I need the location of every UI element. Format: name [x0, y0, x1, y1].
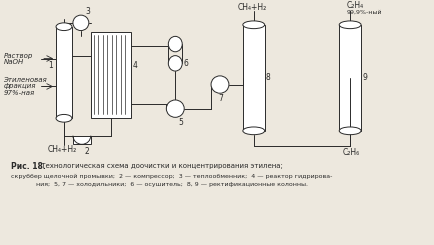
Text: 1: 1: [48, 61, 53, 70]
Text: Рис. 18.: Рис. 18.: [11, 162, 46, 171]
Text: 6: 6: [183, 59, 188, 68]
Text: C₂H₆: C₂H₆: [342, 147, 359, 157]
Ellipse shape: [56, 23, 72, 31]
Text: CH₄+H₂: CH₄+H₂: [238, 3, 267, 12]
Text: 8: 8: [266, 73, 270, 82]
Bar: [339, 25, 361, 131]
Ellipse shape: [168, 36, 182, 52]
Text: 3: 3: [86, 7, 91, 16]
Text: фракция: фракция: [3, 84, 36, 89]
Bar: [73, 136, 91, 144]
Ellipse shape: [339, 21, 361, 29]
Ellipse shape: [339, 127, 361, 135]
Ellipse shape: [243, 21, 265, 29]
Text: ния;  5, 7 — холодильники;  6 — осушитель;  8, 9 — ректификационные колонны.: ния; 5, 7 — холодильники; 6 — осушитель;…: [36, 182, 308, 187]
Text: скруббер щелочной промывки;  2 — компрессор;  3 — теплообменник;  4 — реактор ги: скруббер щелочной промывки; 2 — компресс…: [11, 173, 333, 179]
Circle shape: [73, 15, 89, 31]
Text: Этиленовая: Этиленовая: [3, 77, 47, 83]
Ellipse shape: [56, 114, 72, 122]
Text: 2: 2: [85, 147, 89, 156]
Text: 99,9%-ный: 99,9%-ный: [346, 10, 381, 15]
Bar: [56, 27, 72, 118]
Ellipse shape: [168, 56, 182, 71]
Text: Раствор: Раствор: [3, 53, 33, 59]
Bar: [243, 25, 265, 131]
Text: 4: 4: [132, 61, 138, 70]
Ellipse shape: [243, 127, 265, 135]
Text: 9: 9: [362, 73, 367, 82]
Text: NaOH: NaOH: [3, 59, 23, 65]
Circle shape: [211, 76, 229, 93]
Text: Технологическая схема доочистки и концентрирования этилена;: Технологическая схема доочистки и концен…: [39, 163, 283, 170]
Text: 97%-ная: 97%-ная: [3, 90, 35, 96]
Text: C₂H₄: C₂H₄: [346, 1, 363, 10]
Circle shape: [166, 100, 184, 117]
Text: CH₄+H₂: CH₄+H₂: [48, 145, 77, 154]
Text: 7: 7: [218, 94, 223, 103]
Text: 5: 5: [178, 118, 183, 127]
Bar: [91, 32, 131, 118]
